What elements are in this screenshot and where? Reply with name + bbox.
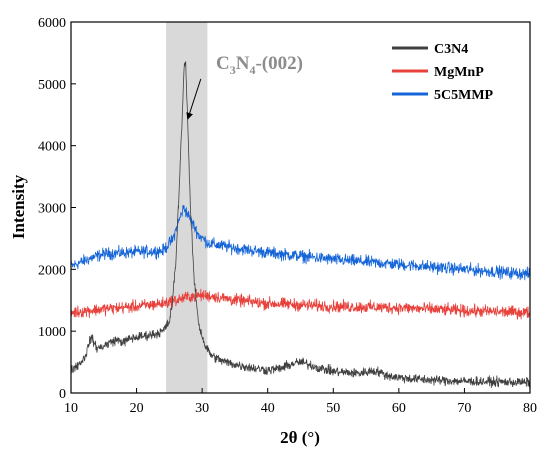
y-tick-label: 2000: [38, 263, 66, 278]
x-tick-label: 40: [261, 401, 275, 416]
x-tick-label: 10: [64, 401, 78, 416]
x-axis-title: 2θ (°): [280, 428, 320, 447]
x-tick-label: 60: [392, 401, 406, 416]
x-axis: 10 20 30 40 50 60 70 80: [64, 388, 537, 416]
annotation: C3N4-(002): [186, 53, 303, 120]
y-axis: 0 1000 2000 3000 4000 5000 6000: [38, 16, 76, 402]
legend-label: 5C5MMP: [434, 88, 494, 103]
y-tick-label: 0: [59, 387, 66, 402]
legend: C3N4 MgMnP 5C5MMP: [392, 42, 494, 103]
x-tick-label: 70: [457, 401, 471, 416]
y-tick-label: 5000: [38, 78, 66, 93]
series-line-5c5mmp: [71, 205, 530, 281]
y-tick-label: 4000: [38, 140, 66, 155]
legend-label: C3N4: [434, 42, 468, 57]
x-tick-label: 80: [523, 401, 537, 416]
y-axis-title: Intensity: [9, 174, 28, 239]
series-layer: [71, 61, 530, 389]
x-tick-label: 30: [195, 401, 209, 416]
legend-label: MgMnP: [434, 65, 484, 80]
x-tick-label: 50: [326, 401, 340, 416]
annotation-label: C3N4-(002): [216, 53, 303, 77]
y-tick-label: 3000: [38, 202, 66, 217]
series-line-mgmnp: [71, 288, 530, 320]
y-tick-label: 1000: [38, 325, 66, 340]
annotation-arrow: [186, 78, 202, 120]
series-line-c3n4: [71, 61, 530, 389]
x-tick-label: 20: [130, 401, 144, 416]
y-tick-label: 6000: [38, 16, 66, 31]
